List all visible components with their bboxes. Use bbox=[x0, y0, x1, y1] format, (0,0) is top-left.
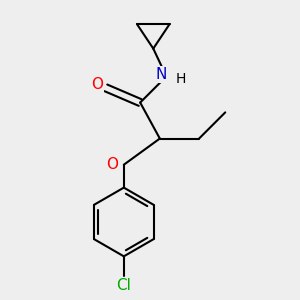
Text: H: H bbox=[176, 72, 186, 86]
Text: N: N bbox=[156, 67, 167, 82]
Text: O: O bbox=[91, 77, 103, 92]
Text: Cl: Cl bbox=[116, 278, 131, 293]
Text: O: O bbox=[106, 157, 119, 172]
